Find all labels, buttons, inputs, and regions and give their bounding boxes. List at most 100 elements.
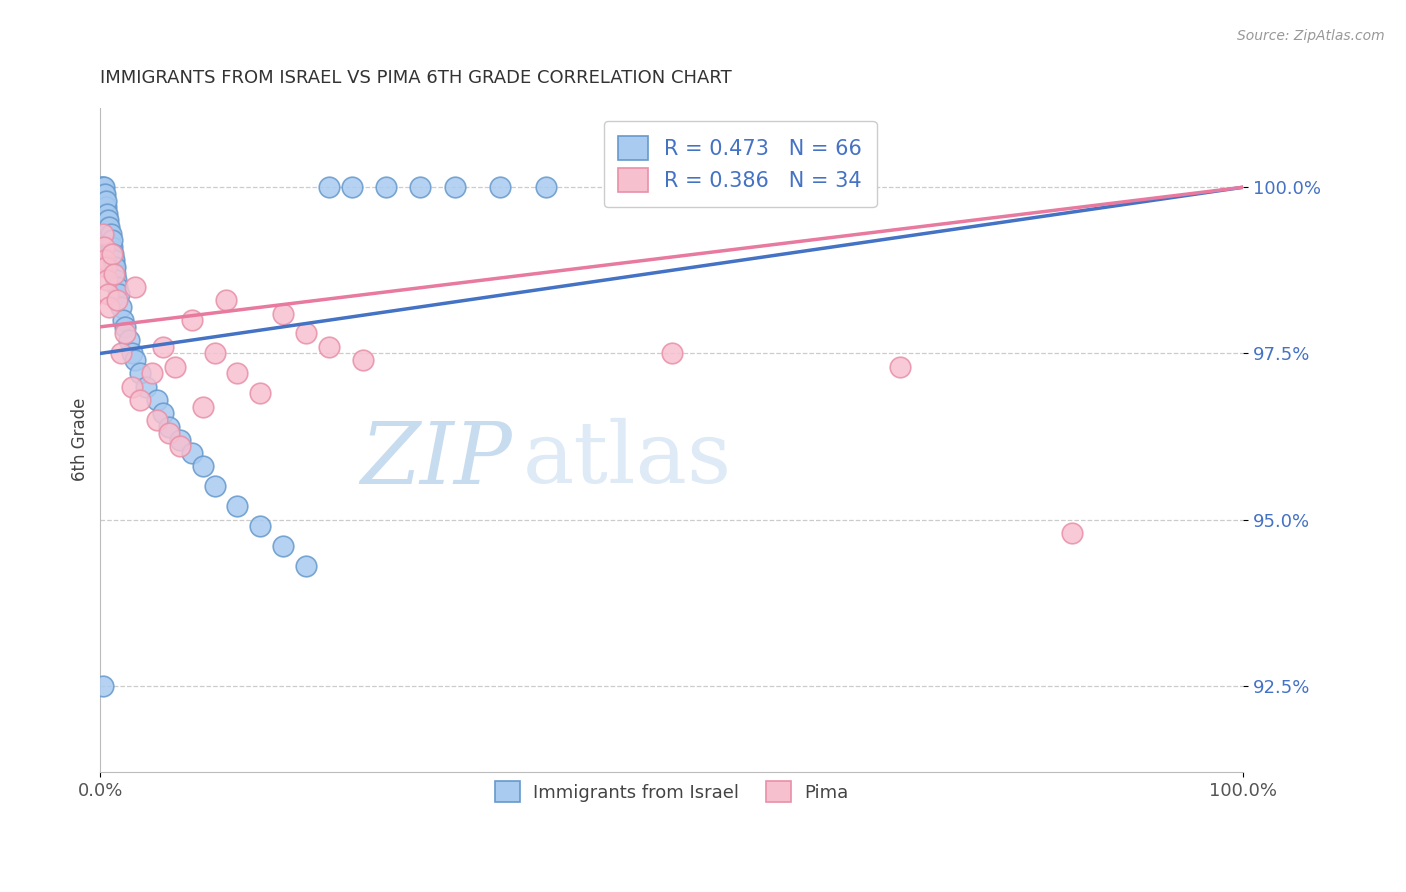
Legend: Immigrants from Israel, Pima: Immigrants from Israel, Pima [484,771,859,813]
Point [91,227,114,241]
Point [443,180,465,194]
Point [169,439,191,453]
Point [103,267,125,281]
Point [97,220,120,235]
Point [101,234,124,248]
Point [90,186,112,201]
Point [98,300,121,314]
Point [94,194,117,208]
Point [94,213,117,227]
Point [340,180,363,194]
Point [93,186,115,201]
Point [91,186,114,201]
Point [96,207,118,221]
Point [534,180,557,194]
Point [129,392,152,407]
Point [101,246,124,260]
Point [409,180,432,194]
Point [124,280,146,294]
Point [93,180,115,194]
Point [107,293,129,308]
Point [96,213,118,227]
Point [100,240,122,254]
Point [215,293,238,308]
Point [110,346,132,360]
Point [94,253,117,268]
Point [152,406,174,420]
Point [100,227,122,241]
Point [105,273,128,287]
Point [375,180,398,194]
Text: Source: ZipAtlas.com: Source: ZipAtlas.com [1237,29,1385,43]
Point [295,326,318,341]
Point [180,446,202,460]
Text: ZIP: ZIP [360,418,512,501]
Point [94,260,117,274]
Point [104,260,127,274]
Point [98,220,121,235]
Point [169,433,191,447]
Point [271,306,294,320]
Point [129,367,152,381]
Point [152,340,174,354]
Point [103,260,125,274]
Point [94,200,117,214]
Point [93,200,115,214]
Point [193,400,215,414]
Point [661,346,683,360]
Point [489,180,512,194]
Point [318,340,340,354]
Point [124,353,146,368]
Point [93,240,115,254]
Point [193,459,215,474]
Point [96,220,118,235]
Text: atlas: atlas [523,418,733,501]
Point [135,379,157,393]
Point [141,367,163,381]
Point [90,180,112,194]
Point [1060,525,1083,540]
Point [204,346,226,360]
Y-axis label: 6th Grade: 6th Grade [72,398,89,482]
Point [295,559,318,574]
Point [94,200,117,214]
Point [157,419,180,434]
Point [163,359,186,374]
Point [204,479,226,493]
Point [271,539,294,553]
Point [104,267,127,281]
Point [97,227,120,241]
Point [96,273,118,287]
Point [146,413,169,427]
Point [107,286,129,301]
Point [97,213,120,227]
Point [318,180,340,194]
Point [91,194,114,208]
Point [249,386,271,401]
Point [103,253,125,268]
Point [226,367,249,381]
Point [91,679,114,693]
Point [101,240,124,254]
Point [889,359,911,374]
Point [98,227,121,241]
Point [93,194,115,208]
Point [118,333,141,347]
Point [121,379,143,393]
Point [107,280,129,294]
Point [94,186,117,201]
Point [98,234,121,248]
Point [112,313,135,327]
Point [121,346,143,360]
Point [146,392,169,407]
Point [94,207,117,221]
Point [249,519,271,533]
Point [352,353,374,368]
Point [101,253,124,268]
Point [110,300,132,314]
Point [94,207,117,221]
Point [180,313,202,327]
Text: IMMIGRANTS FROM ISRAEL VS PIMA 6TH GRADE CORRELATION CHART: IMMIGRANTS FROM ISRAEL VS PIMA 6TH GRADE… [100,69,733,87]
Point [226,500,249,514]
Point [157,426,180,441]
